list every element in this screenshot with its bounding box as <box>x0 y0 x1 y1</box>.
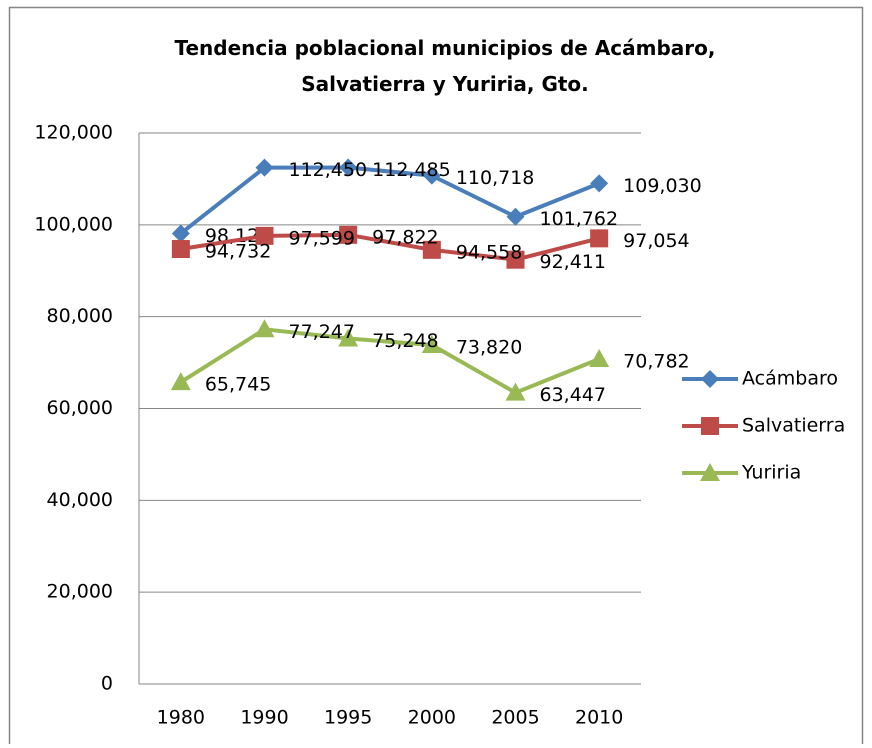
marker <box>505 382 526 401</box>
data-label: 94,732 <box>205 241 271 263</box>
series-line <box>179 327 600 395</box>
data-label: 65,745 <box>205 374 271 396</box>
y-tick-label: 20,000 <box>47 581 113 603</box>
chart-title: Tendencia poblacional municipios de Acám… <box>174 36 716 96</box>
marker <box>255 158 274 177</box>
x-tick-label: 2000 <box>408 707 456 729</box>
marker <box>701 370 719 388</box>
x-tick-label: 1990 <box>240 707 288 729</box>
marker <box>339 225 358 244</box>
chart-frame <box>8 6 864 748</box>
data-label: 92,411 <box>540 251 606 273</box>
marker <box>171 240 190 259</box>
y-tick-label: 120,000 <box>34 122 113 144</box>
data-label: 112,450 <box>289 159 368 181</box>
marker <box>171 224 190 243</box>
data-label: 97,822 <box>372 226 438 248</box>
marker <box>338 328 359 347</box>
y-tick-label: 0 <box>101 673 113 695</box>
marker <box>170 372 191 391</box>
series-line <box>180 232 600 262</box>
x-tick-label: 2010 <box>575 707 623 729</box>
marker <box>701 417 719 435</box>
marker <box>255 226 274 245</box>
data-label: 75,248 <box>372 330 438 352</box>
data-label: 94,558 <box>456 241 522 263</box>
marker <box>254 319 275 338</box>
data-label: 73,820 <box>456 337 522 359</box>
data-label: 63,447 <box>540 384 606 406</box>
y-tick-label: 60,000 <box>47 397 113 419</box>
y-tick-label: 100,000 <box>34 213 113 235</box>
marker <box>339 158 358 177</box>
data-label: 101,762 <box>540 208 619 230</box>
marker <box>421 335 442 354</box>
data-label: 97,054 <box>623 230 689 252</box>
data-label: 97,599 <box>289 227 355 249</box>
legend-label: Salvatierra <box>742 415 845 437</box>
marker <box>590 229 609 248</box>
x-tick-label: 1980 <box>157 707 205 729</box>
marker <box>422 166 441 185</box>
data-label: 70,782 <box>623 350 689 372</box>
data-label: 109,030 <box>623 175 702 197</box>
data-label: 112,485 <box>372 159 451 181</box>
x-tick-label: 2005 <box>491 707 539 729</box>
y-tick-label: 80,000 <box>47 305 113 327</box>
legend-label: Acámbaro <box>742 368 838 390</box>
marker <box>590 174 609 193</box>
marker <box>700 463 720 481</box>
marker <box>422 240 441 259</box>
legend-label: Yuriria <box>741 462 801 484</box>
x-tick-label: 1995 <box>324 707 372 729</box>
data-label: 77,247 <box>289 321 355 343</box>
data-label: 110,718 <box>456 167 535 189</box>
marker <box>506 250 525 269</box>
marker <box>589 348 610 367</box>
series-line <box>179 165 600 236</box>
y-tick-label: 40,000 <box>47 489 113 511</box>
marker <box>506 207 525 226</box>
